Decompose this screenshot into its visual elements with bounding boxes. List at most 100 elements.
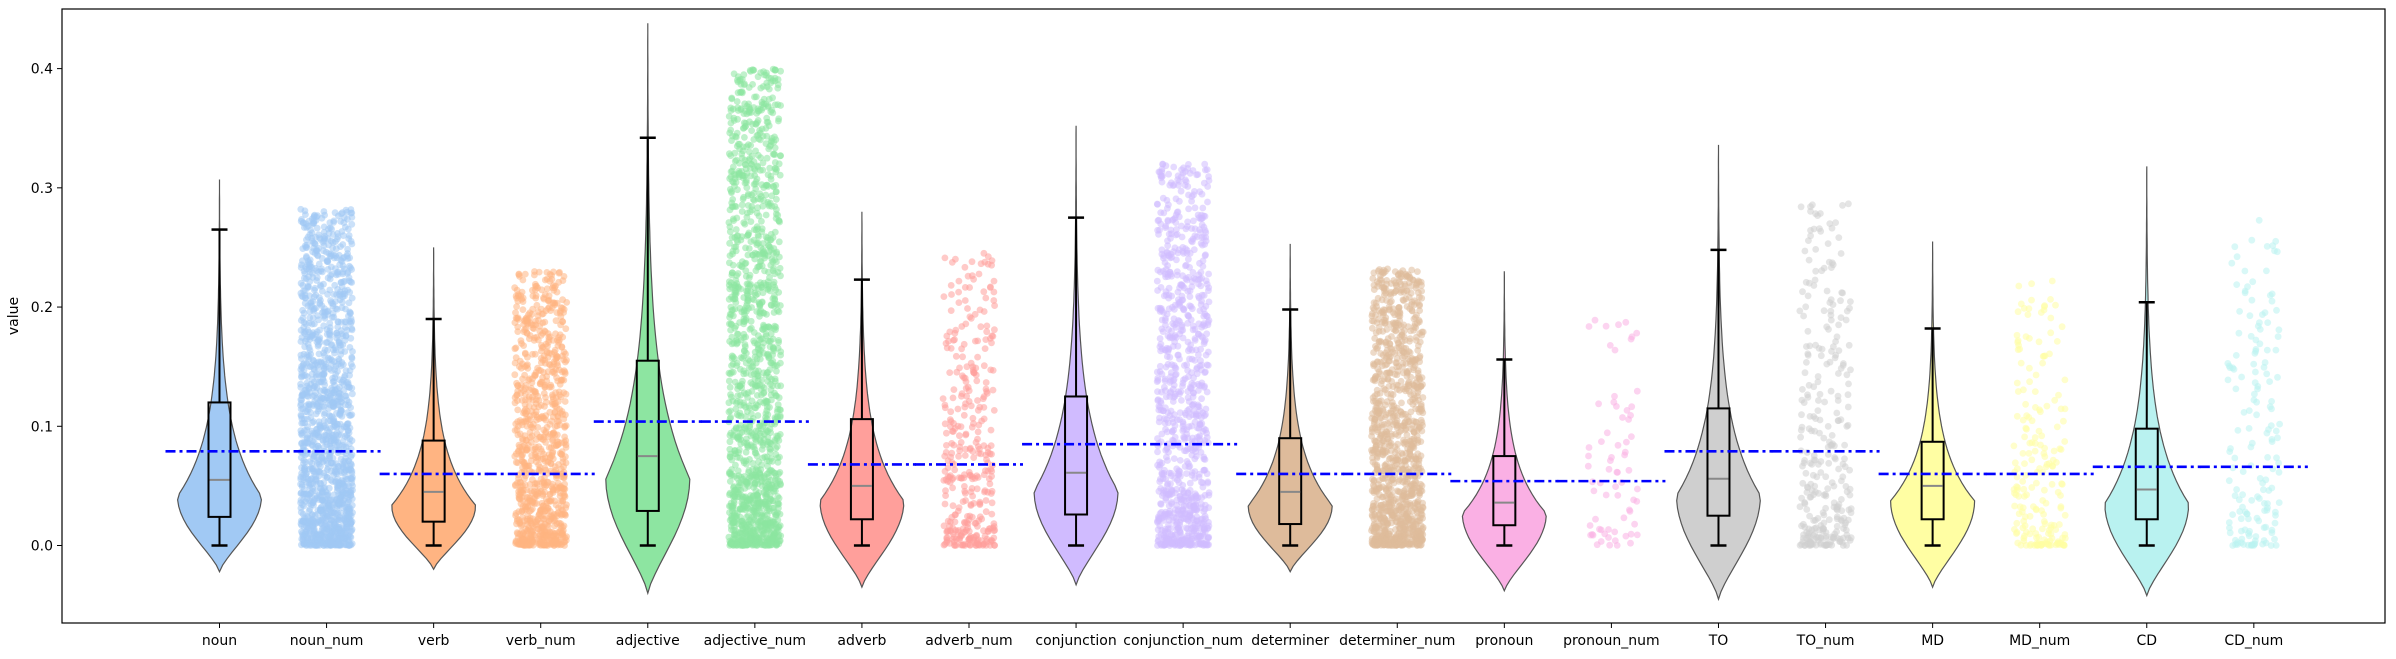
point (1178, 233, 1186, 241)
point (742, 259, 750, 267)
point (311, 284, 319, 292)
point (970, 454, 978, 461)
point (326, 532, 334, 540)
point (324, 490, 332, 498)
point (337, 420, 344, 428)
point (740, 347, 748, 354)
point (1180, 249, 1187, 257)
chart-marks (165, 23, 2308, 602)
point (732, 226, 740, 233)
point (763, 118, 771, 126)
point (1170, 163, 1178, 171)
point (341, 290, 348, 298)
point (299, 510, 307, 518)
point (962, 431, 970, 439)
point (977, 260, 985, 268)
point (987, 366, 995, 374)
point (1186, 413, 1193, 420)
point (562, 453, 569, 461)
point (762, 520, 769, 528)
point (332, 238, 339, 246)
point (335, 500, 342, 508)
point (729, 215, 737, 223)
point (775, 337, 782, 344)
point (517, 364, 525, 372)
point (332, 265, 339, 272)
point (300, 524, 308, 531)
point (329, 398, 337, 406)
point (305, 402, 313, 410)
point (537, 487, 545, 495)
point (726, 239, 733, 247)
point (526, 526, 534, 534)
point (302, 320, 310, 328)
point (330, 254, 338, 262)
point (943, 332, 951, 340)
point (956, 447, 964, 455)
point (324, 426, 331, 434)
point (301, 299, 309, 307)
point (525, 402, 533, 410)
point (954, 405, 962, 413)
point (1205, 348, 1212, 356)
point (339, 254, 347, 262)
point (540, 369, 547, 376)
point (343, 396, 351, 404)
point (552, 540, 560, 547)
point (726, 432, 734, 439)
point (527, 384, 535, 392)
point (1171, 433, 1179, 441)
point (746, 165, 754, 172)
point (756, 302, 764, 310)
point (347, 412, 355, 419)
point (347, 460, 355, 467)
point (734, 339, 741, 347)
point (727, 407, 734, 415)
point (1162, 494, 1170, 502)
point (742, 244, 749, 252)
point (563, 501, 570, 509)
point (1169, 398, 1177, 405)
point (1202, 251, 1209, 259)
point (1191, 188, 1198, 195)
point (544, 478, 552, 486)
point (958, 323, 966, 330)
point (746, 105, 754, 113)
point (1198, 234, 1206, 241)
point (314, 212, 321, 220)
group-conjunction_num (1129, 160, 1238, 549)
point (1161, 466, 1168, 474)
point (298, 464, 305, 471)
point (729, 504, 736, 512)
point (734, 104, 742, 112)
point (331, 281, 339, 289)
point (325, 365, 333, 373)
point (948, 449, 956, 457)
point (329, 314, 336, 321)
point (771, 151, 778, 159)
point (775, 494, 783, 502)
point (543, 349, 551, 357)
point (536, 463, 544, 471)
point (1184, 338, 1192, 346)
point (964, 305, 971, 312)
point (325, 539, 332, 547)
point (767, 337, 774, 345)
point (1191, 541, 1199, 549)
point (742, 390, 750, 398)
point (1162, 529, 1169, 537)
point (522, 409, 530, 417)
point (777, 272, 784, 280)
point (320, 280, 327, 288)
point (324, 235, 332, 243)
point (773, 432, 780, 440)
point (762, 140, 770, 148)
point (741, 541, 748, 549)
point (733, 541, 741, 549)
point (738, 201, 746, 209)
group-noun (165, 179, 274, 574)
point (982, 336, 990, 343)
point (1188, 472, 1196, 479)
point (949, 428, 957, 435)
point (955, 527, 962, 534)
